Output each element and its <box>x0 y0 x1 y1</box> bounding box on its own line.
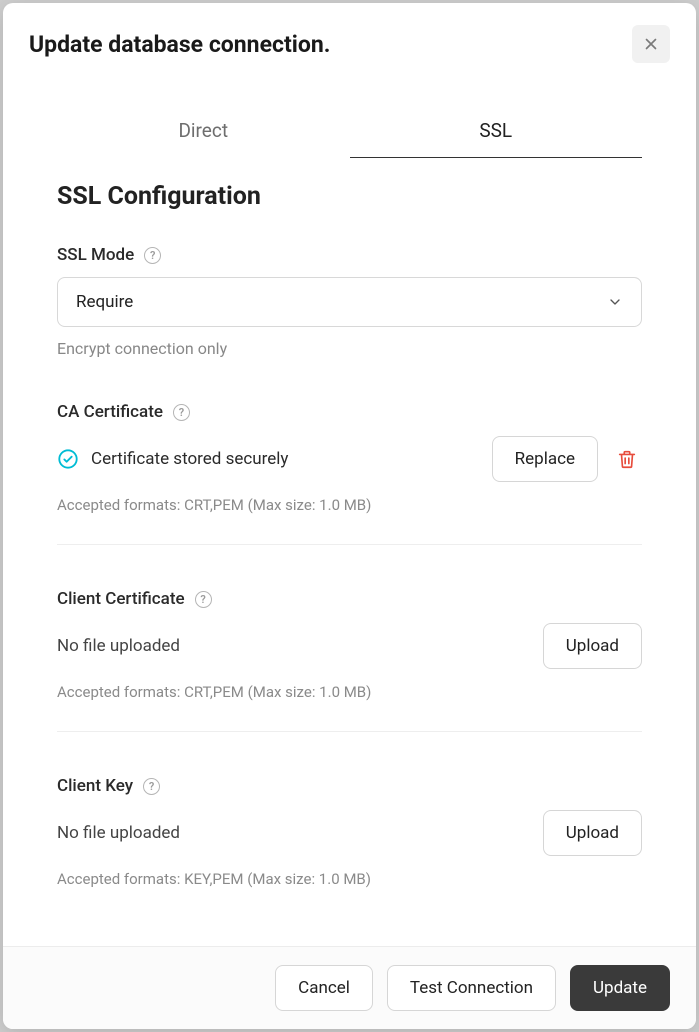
test-connection-button[interactable]: Test Connection <box>387 965 556 1011</box>
client-cert-row: No file uploaded Upload <box>57 623 642 669</box>
ssl-mode-helper: Encrypt connection only <box>57 339 642 358</box>
field-label-row: Client Key ? <box>57 776 642 796</box>
trash-icon <box>616 448 638 470</box>
field-label-row: CA Certificate ? <box>57 402 642 422</box>
field-label-row: Client Certificate ? <box>57 589 642 609</box>
client-key-label: Client Key <box>57 776 133 796</box>
tab-ssl[interactable]: SSL <box>350 119 643 158</box>
help-icon[interactable]: ? <box>143 778 160 795</box>
close-icon <box>642 35 660 53</box>
tab-bar: Direct SSL <box>3 119 696 158</box>
client-key-formats: Accepted formats: KEY,PEM (Max size: 1.0… <box>57 870 642 888</box>
client-cert-label: Client Certificate <box>57 589 185 609</box>
client-key-status: No file uploaded <box>57 823 180 843</box>
ssl-mode-value: Require <box>76 292 133 312</box>
modal-header: Update database connection. <box>3 3 696 73</box>
check-circle-icon <box>57 448 79 470</box>
help-icon[interactable]: ? <box>195 591 212 608</box>
modal-footer: Cancel Test Connection Update <box>3 946 696 1029</box>
ca-cert-label: CA Certificate <box>57 402 163 422</box>
ca-cert-group: CA Certificate ? Certificate stored secu… <box>57 402 642 545</box>
ssl-mode-field: SSL Mode ? Require Encrypt connection on… <box>57 245 642 358</box>
ssl-mode-label: SSL Mode <box>57 245 134 265</box>
modal-title: Update database connection. <box>29 31 330 58</box>
help-icon[interactable]: ? <box>173 404 190 421</box>
client-key-row: No file uploaded Upload <box>57 810 642 856</box>
section-title: SSL Configuration <box>57 182 642 211</box>
ca-cert-actions: Replace <box>492 436 642 482</box>
chevron-down-icon <box>607 294 623 310</box>
upload-client-key-button[interactable]: Upload <box>543 810 642 856</box>
ca-cert-row: Certificate stored securely Replace <box>57 436 642 482</box>
upload-client-cert-button[interactable]: Upload <box>543 623 642 669</box>
divider <box>57 731 642 732</box>
client-cert-group: Client Certificate ? No file uploaded Up… <box>57 589 642 732</box>
ssl-mode-select[interactable]: Require <box>57 277 642 327</box>
ca-cert-status: Certificate stored securely <box>57 448 288 470</box>
modal-content: SSL Configuration SSL Mode ? Require Enc… <box>3 158 696 946</box>
divider <box>57 544 642 545</box>
close-button[interactable] <box>632 25 670 63</box>
ca-cert-formats: Accepted formats: CRT,PEM (Max size: 1.0… <box>57 496 642 514</box>
client-cert-status: No file uploaded <box>57 636 180 656</box>
replace-button[interactable]: Replace <box>492 436 598 482</box>
update-button[interactable]: Update <box>570 965 670 1011</box>
ca-cert-status-text: Certificate stored securely <box>91 449 288 469</box>
client-key-group: Client Key ? No file uploaded Upload Acc… <box>57 776 642 888</box>
tab-direct[interactable]: Direct <box>57 119 350 158</box>
field-label-row: SSL Mode ? <box>57 245 642 265</box>
delete-ca-cert-button[interactable] <box>612 444 642 474</box>
client-cert-formats: Accepted formats: CRT,PEM (Max size: 1.0… <box>57 683 642 701</box>
help-icon[interactable]: ? <box>144 247 161 264</box>
cancel-button[interactable]: Cancel <box>275 965 373 1011</box>
modal-dialog: Update database connection. Direct SSL S… <box>3 3 696 1029</box>
